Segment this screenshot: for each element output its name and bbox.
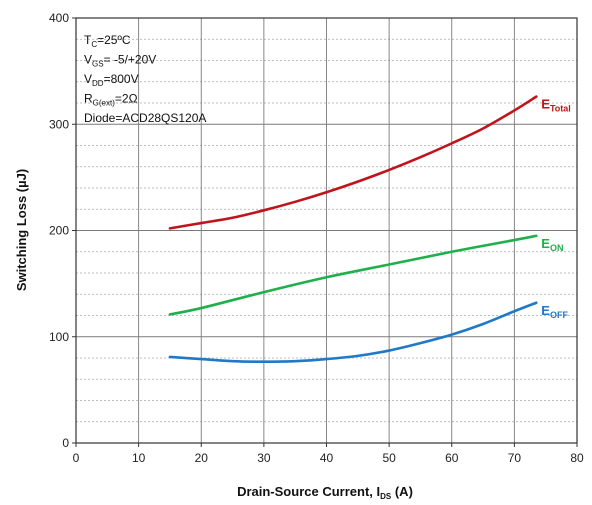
x-axis-label-main: Drain-Source Current, I (237, 484, 380, 499)
x-tick-label: 40 (320, 451, 334, 465)
condition-value: =25ºC (97, 33, 131, 47)
y-tick-label: 100 (49, 330, 69, 344)
series-line-e-off (168, 301, 538, 364)
y-tick-label: 300 (49, 117, 69, 131)
x-tick-label: 10 (132, 451, 146, 465)
x-axis-label-sub: DS (380, 492, 392, 501)
condition-sub: C (91, 40, 97, 49)
condition-main: Diode=ACD28QS120A (84, 111, 206, 125)
x-tick-label: 60 (445, 451, 459, 465)
series-label-sub: Total (550, 104, 571, 114)
condition-line: RG(ext)=2Ω (84, 92, 138, 108)
x-tick-label: 50 (382, 451, 396, 465)
series-label-sub: OFF (550, 310, 568, 320)
series-label-sub: ON (550, 243, 564, 253)
grid (75, 17, 578, 444)
series-label-main: E (541, 303, 550, 318)
condition-main: T (84, 33, 92, 47)
series-label-e-off: EOFF (541, 303, 568, 320)
y-tick-label: 0 (62, 436, 69, 450)
condition-main: R (84, 92, 93, 106)
series-label-e-total: ETotal (541, 97, 571, 114)
condition-main: V (84, 72, 92, 86)
x-tick-label: 20 (195, 451, 209, 465)
condition-main: V (84, 53, 92, 67)
series-label-e-on: EON (541, 236, 563, 253)
series-group (168, 95, 538, 364)
ticks: 0 10 20 30 40 50 60 70 80 0 100 200 300 400 (49, 11, 584, 465)
x-axis-label: Drain-Source Current, IDS (A) (237, 484, 413, 501)
condition-value: = -5/+20V (104, 53, 157, 67)
x-tick-label: 30 (257, 451, 271, 465)
condition-line: TC=25ºC (84, 33, 131, 49)
condition-sub: DD (92, 79, 104, 88)
condition-sub: G(ext) (93, 99, 116, 108)
series-line-e-total (168, 95, 538, 230)
series-label-main: E (541, 236, 550, 251)
y-tick-label: 400 (49, 11, 69, 25)
condition-sub: GS (92, 60, 104, 69)
condition-value: =800V (104, 72, 139, 86)
x-tick-label: 80 (570, 451, 584, 465)
condition-value: =2Ω (115, 92, 138, 106)
condition-line: Diode=ACD28QS120A (84, 111, 206, 125)
x-axis-label-suffix: (A) (391, 484, 413, 499)
condition-line: VGS= -5/+20V (84, 53, 156, 69)
y-axis-label: Switching Loss (µJ) (14, 169, 29, 291)
series-line-e-on (168, 234, 538, 316)
x-tick-label: 70 (508, 451, 522, 465)
x-tick-label: 0 (73, 451, 80, 465)
series-label-main: E (541, 97, 550, 112)
condition-line: VDD=800V (84, 72, 139, 88)
y-tick-label: 200 (49, 224, 69, 238)
